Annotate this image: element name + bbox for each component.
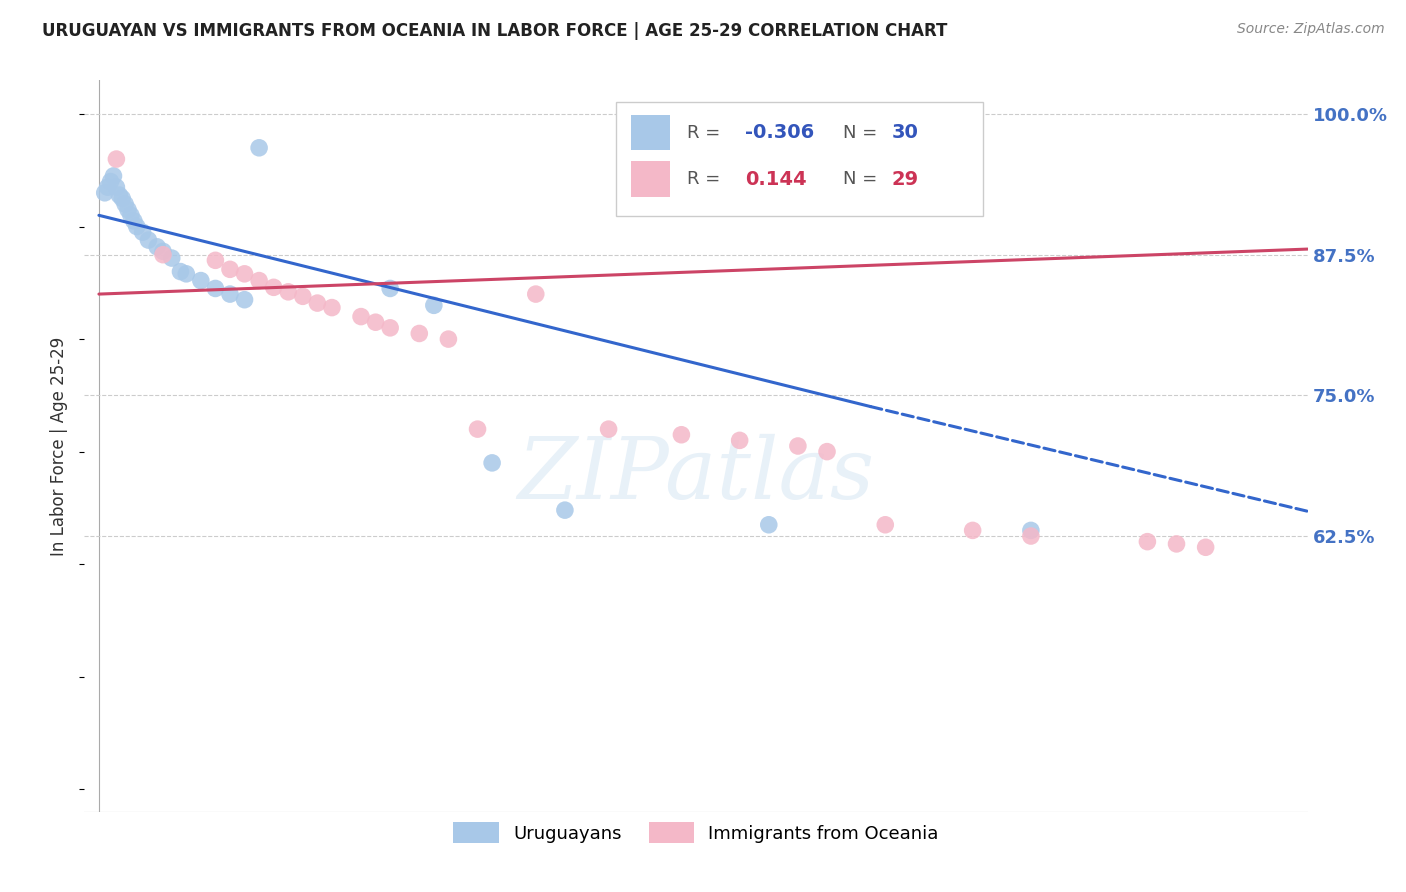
Point [138,233,160,247]
Point [117,202,139,217]
Text: N =: N = [842,124,883,142]
Point [263,280,285,294]
Point [120,208,142,222]
Point [131,225,153,239]
Point [219,262,242,277]
FancyBboxPatch shape [631,161,671,196]
Point [787,439,810,453]
Point [111,191,134,205]
Point [190,274,212,288]
Point [152,248,174,262]
Text: R =: R = [688,124,727,142]
Text: -0.306: -0.306 [745,123,814,143]
Point [204,281,226,295]
Point [380,281,402,295]
Point [524,287,547,301]
Text: N =: N = [842,170,883,188]
Point [554,503,576,517]
Point [408,326,430,341]
Point [233,267,256,281]
Point [875,517,897,532]
Point [219,287,242,301]
Point [105,180,128,194]
Point [350,310,373,324]
Text: 29: 29 [891,169,918,188]
Point [247,141,270,155]
Point [423,298,446,312]
Text: 0.144: 0.144 [745,169,807,188]
Point [321,301,343,315]
Text: Source: ZipAtlas.com: Source: ZipAtlas.com [1237,22,1385,37]
FancyBboxPatch shape [631,115,671,151]
Point [437,332,460,346]
Point [307,296,329,310]
Point [277,285,299,299]
Point [114,197,136,211]
Point [100,175,122,189]
Point [146,240,169,254]
Point [93,186,115,200]
Point [467,422,489,436]
Point [815,444,838,458]
Point [598,422,620,436]
Point [233,293,256,307]
Point [169,264,191,278]
Point [728,434,751,448]
Point [962,524,984,538]
Point [1166,537,1188,551]
Point [380,321,402,335]
Point [204,253,226,268]
FancyBboxPatch shape [616,103,983,216]
Point [247,274,270,288]
Point [97,180,120,194]
Point [364,315,387,329]
Point [671,427,693,442]
Y-axis label: In Labor Force | Age 25-29: In Labor Force | Age 25-29 [51,336,69,556]
Point [1136,534,1159,549]
Point [1019,529,1042,543]
Text: ZIPatlas: ZIPatlas [517,434,875,516]
Point [125,219,148,234]
Point [160,251,183,265]
Point [152,244,174,259]
Legend: Uruguayans, Immigrants from Oceania: Uruguayans, Immigrants from Oceania [446,815,946,850]
Point [108,188,131,202]
Text: R =: R = [688,170,733,188]
Point [1019,524,1042,538]
Point [105,152,128,166]
Point [481,456,503,470]
Point [103,169,125,183]
Point [291,289,314,303]
Point [758,517,780,532]
Point [122,214,145,228]
Text: URUGUAYAN VS IMMIGRANTS FROM OCEANIA IN LABOR FORCE | AGE 25-29 CORRELATION CHAR: URUGUAYAN VS IMMIGRANTS FROM OCEANIA IN … [42,22,948,40]
Text: 30: 30 [891,123,918,143]
Point [174,267,197,281]
Point [1195,541,1218,555]
